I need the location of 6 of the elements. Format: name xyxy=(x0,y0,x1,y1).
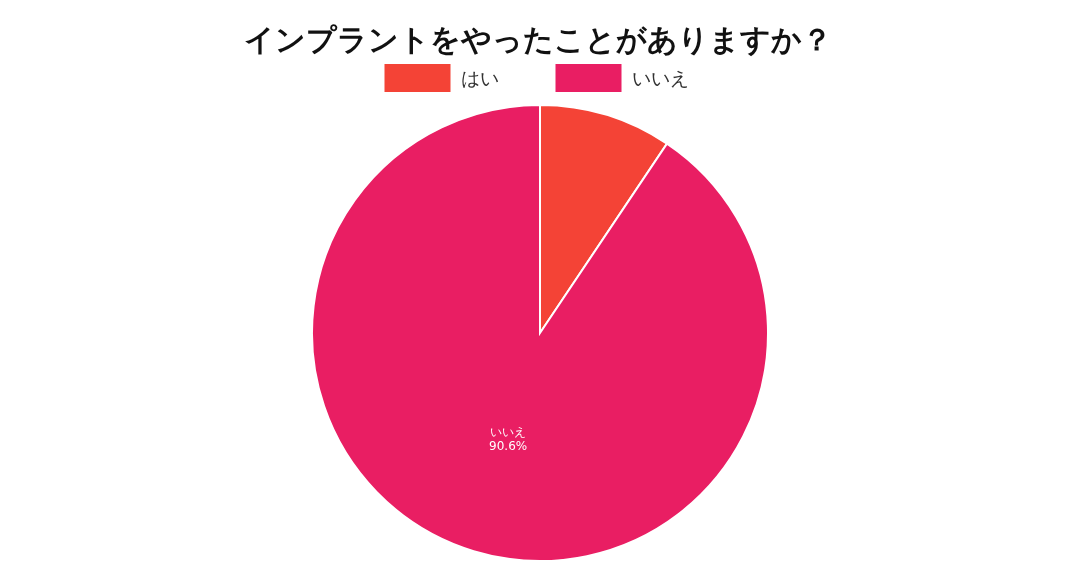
legend-label: はい xyxy=(460,67,499,89)
pie-slice xyxy=(311,104,769,562)
chart-title: インプラントをやったことがありますか？ xyxy=(244,22,832,57)
data-label: 90.6% xyxy=(489,438,528,453)
slice-label: いいえ xyxy=(490,424,527,439)
legend-label: いいえ xyxy=(631,67,689,89)
